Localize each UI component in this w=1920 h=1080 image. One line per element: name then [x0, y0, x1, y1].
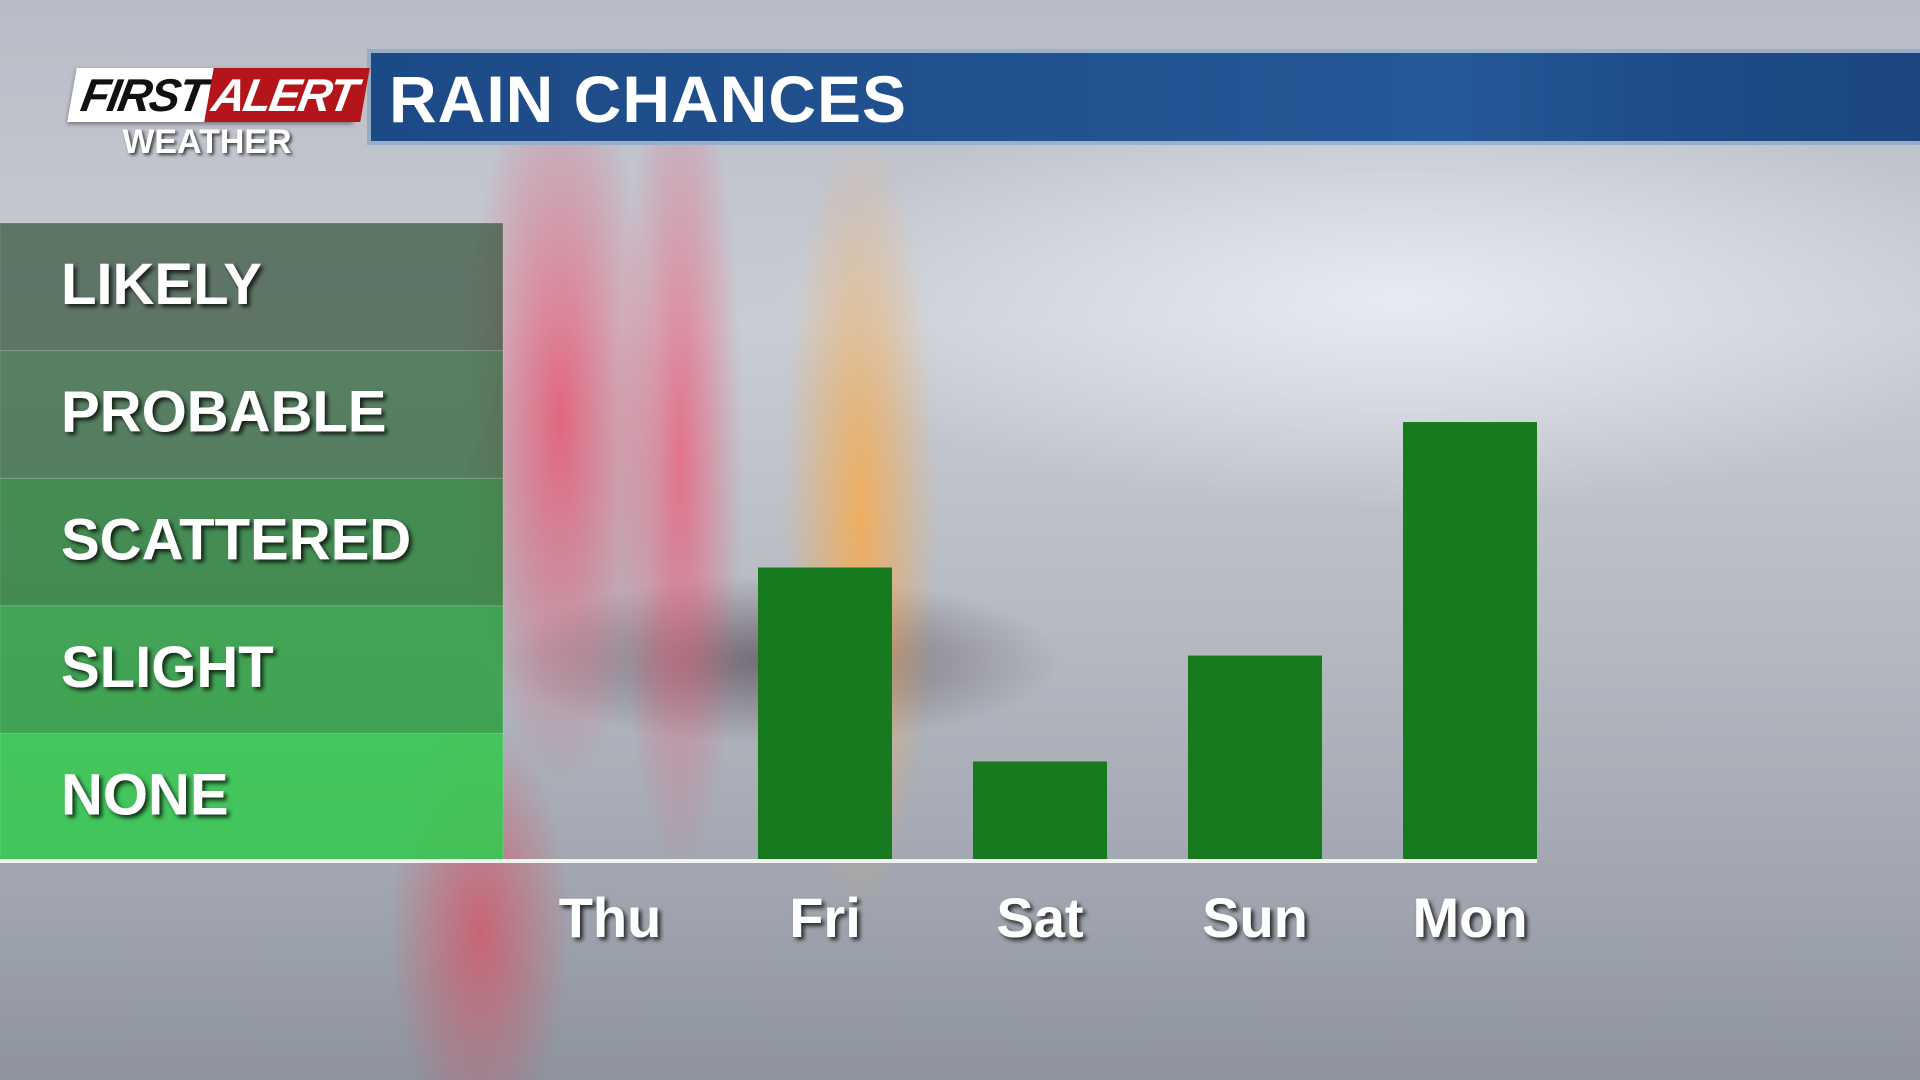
level-band [0, 477, 504, 607]
x-tick-label: Fri [789, 886, 861, 949]
title-bar: RAIN CHANCES [367, 49, 1920, 145]
level-band [0, 350, 504, 479]
bar [758, 567, 892, 861]
level-band [0, 222, 504, 352]
bar [973, 761, 1107, 861]
bar [1403, 422, 1537, 861]
x-tick-label: Sun [1202, 886, 1308, 949]
logo: FIRST ALERT WEATHER [67, 68, 371, 161]
chart-title: RAIN CHANCES [389, 62, 908, 136]
logo-subtitle: WEATHER [122, 123, 292, 161]
y-tick-label: SCATTERED [61, 507, 411, 572]
y-tick-label: SLIGHT [61, 635, 274, 700]
bar [1188, 655, 1322, 861]
y-tick-label: NONE [61, 763, 229, 828]
y-tick-label: LIKELY [61, 252, 262, 317]
x-tick-label: Thu [559, 886, 662, 949]
y-tick-label: PROBABLE [61, 380, 386, 445]
x-tick-label: Mon [1412, 886, 1527, 949]
x-tick-label: Sat [996, 886, 1083, 949]
